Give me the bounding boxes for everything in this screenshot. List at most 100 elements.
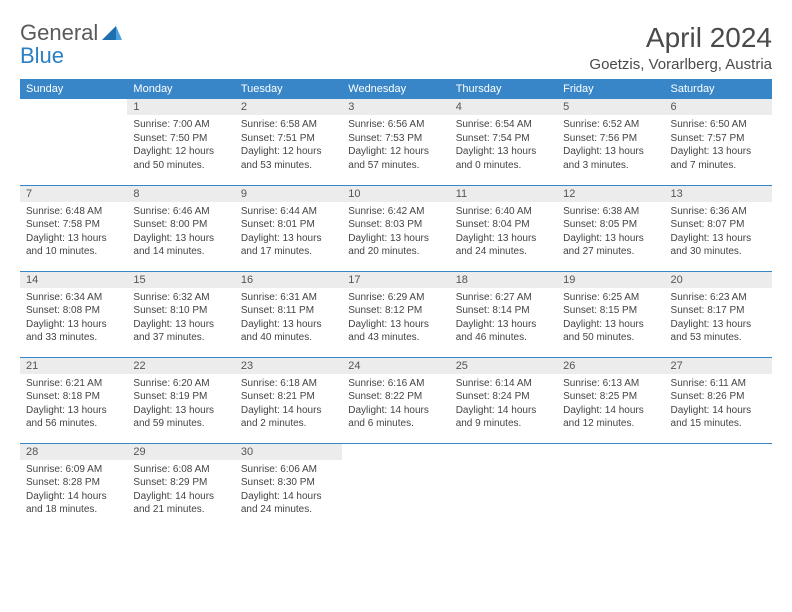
day-details: Sunrise: 6:34 AMSunset: 8:08 PMDaylight:… xyxy=(20,288,127,349)
day-number: 12 xyxy=(557,186,664,202)
empty-cell xyxy=(342,443,449,529)
day-details: Sunrise: 6:06 AMSunset: 8:30 PMDaylight:… xyxy=(235,460,342,521)
day-number: 2 xyxy=(235,99,342,115)
day-details: Sunrise: 6:40 AMSunset: 8:04 PMDaylight:… xyxy=(450,202,557,263)
day-details: Sunrise: 6:58 AMSunset: 7:51 PMDaylight:… xyxy=(235,115,342,176)
month-title: April 2024 xyxy=(589,22,772,54)
day-cell: 7Sunrise: 6:48 AMSunset: 7:58 PMDaylight… xyxy=(20,185,127,271)
day-cell: 21Sunrise: 6:21 AMSunset: 8:18 PMDayligh… xyxy=(20,357,127,443)
day-number: 5 xyxy=(557,99,664,115)
day-number: 13 xyxy=(665,186,772,202)
day-number: 21 xyxy=(20,358,127,374)
day-details: Sunrise: 6:23 AMSunset: 8:17 PMDaylight:… xyxy=(665,288,772,349)
day-number: 24 xyxy=(342,358,449,374)
day-details: Sunrise: 6:13 AMSunset: 8:25 PMDaylight:… xyxy=(557,374,664,435)
day-details: Sunrise: 6:46 AMSunset: 8:00 PMDaylight:… xyxy=(127,202,234,263)
day-number: 19 xyxy=(557,272,664,288)
day-number: 1 xyxy=(127,99,234,115)
day-cell: 2Sunrise: 6:58 AMSunset: 7:51 PMDaylight… xyxy=(235,99,342,185)
day-number: 10 xyxy=(342,186,449,202)
day-details: Sunrise: 6:18 AMSunset: 8:21 PMDaylight:… xyxy=(235,374,342,435)
day-cell: 9Sunrise: 6:44 AMSunset: 8:01 PMDaylight… xyxy=(235,185,342,271)
day-cell: 30Sunrise: 6:06 AMSunset: 8:30 PMDayligh… xyxy=(235,443,342,529)
day-details: Sunrise: 6:20 AMSunset: 8:19 PMDaylight:… xyxy=(127,374,234,435)
day-cell: 20Sunrise: 6:23 AMSunset: 8:17 PMDayligh… xyxy=(665,271,772,357)
day-cell: 11Sunrise: 6:40 AMSunset: 8:04 PMDayligh… xyxy=(450,185,557,271)
day-details: Sunrise: 6:31 AMSunset: 8:11 PMDaylight:… xyxy=(235,288,342,349)
weekday-header: Monday xyxy=(127,79,234,99)
weekday-header-row: SundayMondayTuesdayWednesdayThursdayFrid… xyxy=(20,79,772,99)
day-number: 9 xyxy=(235,186,342,202)
day-cell: 16Sunrise: 6:31 AMSunset: 8:11 PMDayligh… xyxy=(235,271,342,357)
brand-logo: General Blue xyxy=(20,22,122,68)
title-block: April 2024 Goetzis, Vorarlberg, Austria xyxy=(589,22,772,73)
day-number: 26 xyxy=(557,358,664,374)
day-details: Sunrise: 6:21 AMSunset: 8:18 PMDaylight:… xyxy=(20,374,127,435)
day-cell: 25Sunrise: 6:14 AMSunset: 8:24 PMDayligh… xyxy=(450,357,557,443)
empty-cell xyxy=(450,443,557,529)
calendar-row: 21Sunrise: 6:21 AMSunset: 8:18 PMDayligh… xyxy=(20,357,772,443)
day-details: Sunrise: 6:42 AMSunset: 8:03 PMDaylight:… xyxy=(342,202,449,263)
day-details: Sunrise: 6:36 AMSunset: 8:07 PMDaylight:… xyxy=(665,202,772,263)
day-details: Sunrise: 6:14 AMSunset: 8:24 PMDaylight:… xyxy=(450,374,557,435)
empty-cell xyxy=(665,443,772,529)
day-details: Sunrise: 6:50 AMSunset: 7:57 PMDaylight:… xyxy=(665,115,772,176)
day-details: Sunrise: 6:54 AMSunset: 7:54 PMDaylight:… xyxy=(450,115,557,176)
day-number: 25 xyxy=(450,358,557,374)
weekday-header: Wednesday xyxy=(342,79,449,99)
day-number: 17 xyxy=(342,272,449,288)
empty-cell xyxy=(557,443,664,529)
day-number: 22 xyxy=(127,358,234,374)
day-cell: 29Sunrise: 6:08 AMSunset: 8:29 PMDayligh… xyxy=(127,443,234,529)
day-number: 23 xyxy=(235,358,342,374)
brand-sail-icon xyxy=(102,24,122,45)
day-cell: 13Sunrise: 6:36 AMSunset: 8:07 PMDayligh… xyxy=(665,185,772,271)
day-number: 29 xyxy=(127,444,234,460)
day-details: Sunrise: 6:25 AMSunset: 8:15 PMDaylight:… xyxy=(557,288,664,349)
page-header: General Blue April 2024 Goetzis, Vorarlb… xyxy=(20,22,772,73)
calendar-row: 1Sunrise: 7:00 AMSunset: 7:50 PMDaylight… xyxy=(20,99,772,185)
day-number: 8 xyxy=(127,186,234,202)
day-details: Sunrise: 6:09 AMSunset: 8:28 PMDaylight:… xyxy=(20,460,127,521)
day-details: Sunrise: 6:16 AMSunset: 8:22 PMDaylight:… xyxy=(342,374,449,435)
day-number: 18 xyxy=(450,272,557,288)
day-number: 27 xyxy=(665,358,772,374)
day-number: 16 xyxy=(235,272,342,288)
day-number: 11 xyxy=(450,186,557,202)
brand-part2: Blue xyxy=(20,43,64,68)
day-number: 30 xyxy=(235,444,342,460)
day-cell: 5Sunrise: 6:52 AMSunset: 7:56 PMDaylight… xyxy=(557,99,664,185)
day-details: Sunrise: 6:52 AMSunset: 7:56 PMDaylight:… xyxy=(557,115,664,176)
day-cell: 22Sunrise: 6:20 AMSunset: 8:19 PMDayligh… xyxy=(127,357,234,443)
day-details: Sunrise: 7:00 AMSunset: 7:50 PMDaylight:… xyxy=(127,115,234,176)
day-cell: 18Sunrise: 6:27 AMSunset: 8:14 PMDayligh… xyxy=(450,271,557,357)
day-number: 7 xyxy=(20,186,127,202)
location-text: Goetzis, Vorarlberg, Austria xyxy=(589,56,772,73)
day-number: 4 xyxy=(450,99,557,115)
calendar-body: 1Sunrise: 7:00 AMSunset: 7:50 PMDaylight… xyxy=(20,99,772,529)
day-details: Sunrise: 6:38 AMSunset: 8:05 PMDaylight:… xyxy=(557,202,664,263)
day-cell: 24Sunrise: 6:16 AMSunset: 8:22 PMDayligh… xyxy=(342,357,449,443)
weekday-header: Thursday xyxy=(450,79,557,99)
weekday-header: Saturday xyxy=(665,79,772,99)
day-details: Sunrise: 6:27 AMSunset: 8:14 PMDaylight:… xyxy=(450,288,557,349)
calendar-table: SundayMondayTuesdayWednesdayThursdayFrid… xyxy=(20,79,772,529)
day-cell: 17Sunrise: 6:29 AMSunset: 8:12 PMDayligh… xyxy=(342,271,449,357)
day-cell: 3Sunrise: 6:56 AMSunset: 7:53 PMDaylight… xyxy=(342,99,449,185)
day-number: 14 xyxy=(20,272,127,288)
day-details: Sunrise: 6:56 AMSunset: 7:53 PMDaylight:… xyxy=(342,115,449,176)
weekday-header: Tuesday xyxy=(235,79,342,99)
day-details: Sunrise: 6:44 AMSunset: 8:01 PMDaylight:… xyxy=(235,202,342,263)
calendar-row: 14Sunrise: 6:34 AMSunset: 8:08 PMDayligh… xyxy=(20,271,772,357)
calendar-row: 7Sunrise: 6:48 AMSunset: 7:58 PMDaylight… xyxy=(20,185,772,271)
day-cell: 12Sunrise: 6:38 AMSunset: 8:05 PMDayligh… xyxy=(557,185,664,271)
day-cell: 10Sunrise: 6:42 AMSunset: 8:03 PMDayligh… xyxy=(342,185,449,271)
day-number: 6 xyxy=(665,99,772,115)
day-details: Sunrise: 6:08 AMSunset: 8:29 PMDaylight:… xyxy=(127,460,234,521)
day-cell: 6Sunrise: 6:50 AMSunset: 7:57 PMDaylight… xyxy=(665,99,772,185)
day-details: Sunrise: 6:11 AMSunset: 8:26 PMDaylight:… xyxy=(665,374,772,435)
day-details: Sunrise: 6:32 AMSunset: 8:10 PMDaylight:… xyxy=(127,288,234,349)
day-cell: 1Sunrise: 7:00 AMSunset: 7:50 PMDaylight… xyxy=(127,99,234,185)
empty-cell xyxy=(20,99,127,185)
day-cell: 4Sunrise: 6:54 AMSunset: 7:54 PMDaylight… xyxy=(450,99,557,185)
